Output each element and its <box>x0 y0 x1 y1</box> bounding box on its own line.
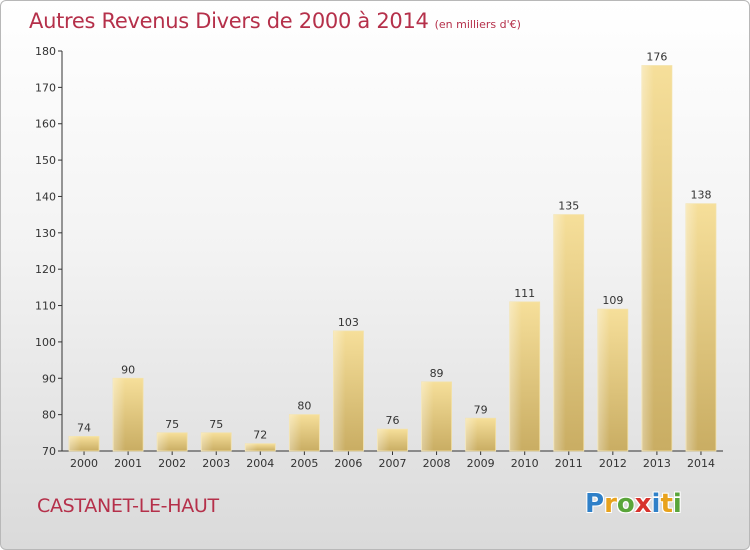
y-tick-label: 80 <box>42 409 56 422</box>
x-tick-label: 2008 <box>423 457 451 470</box>
x-tick-label: 2007 <box>379 457 407 470</box>
logo-letter: i <box>672 489 682 519</box>
data-label: 176 <box>646 51 667 64</box>
y-tick-label: 110 <box>35 300 56 313</box>
y-tick-label: 170 <box>35 81 56 94</box>
data-label: 76 <box>386 414 400 427</box>
x-axis: 2000 2001 2002 2003 2004 2005 2006 2007 2008 2009… <box>62 450 723 470</box>
data-label: 111 <box>514 287 535 300</box>
x-tick-label: 2000 <box>70 457 98 470</box>
x-tick-label: 2002 <box>158 457 186 470</box>
bar-highlight <box>509 301 522 451</box>
x-tick-label: 2009 <box>467 457 495 470</box>
proxiti-logo[interactable]: Proxiti <box>585 489 682 519</box>
data-label: 75 <box>209 418 223 431</box>
data-label: 89 <box>430 367 444 380</box>
y-tick-label: 140 <box>35 190 56 203</box>
bar-highlight <box>69 436 82 451</box>
title-row: Autres Revenus Divers de 2000 à 2014 (en … <box>29 9 521 33</box>
y-tick-label: 130 <box>35 227 56 240</box>
logo-letter: i <box>651 489 661 519</box>
y-tick-label: 100 <box>35 336 56 349</box>
bar-highlight <box>553 214 566 451</box>
x-tick-label: 2013 <box>643 457 671 470</box>
y-axis: 70 80 90 100 110 120 130 140 150 160 170 180 <box>35 45 63 458</box>
y-tick-label: 120 <box>35 263 56 276</box>
x-tick-label: 2001 <box>114 457 142 470</box>
logo-letter: r <box>604 489 617 519</box>
x-tick-label: 2010 <box>511 457 539 470</box>
bar-highlight <box>113 378 126 451</box>
data-label: 103 <box>338 316 359 329</box>
x-tick-label: 2003 <box>202 457 230 470</box>
y-tick-label: 150 <box>35 154 56 167</box>
bar-highlight <box>421 381 434 451</box>
chart-title: Autres Revenus Divers de 2000 à 2014 <box>29 9 429 33</box>
data-label: 79 <box>474 403 488 416</box>
logo-letter: P <box>585 489 605 519</box>
data-label: 90 <box>121 363 135 376</box>
data-label: 75 <box>165 418 179 431</box>
bar-highlight <box>465 418 478 451</box>
data-label: 135 <box>558 200 579 213</box>
bar-highlight <box>289 414 302 451</box>
logo-letter: x <box>634 489 652 519</box>
bar-highlight <box>245 443 258 451</box>
x-tick-label: 2014 <box>687 457 715 470</box>
x-tick-label: 2005 <box>290 457 318 470</box>
data-label: 109 <box>602 294 623 307</box>
y-tick-label: 160 <box>35 118 56 131</box>
y-tick-label: 70 <box>42 445 56 458</box>
data-labels: 74 90 75 75 72 80 103 76 89 79 111 135 109 176 138 <box>77 51 711 442</box>
commune-name: CASTANET-LE-HAUT <box>37 495 219 517</box>
x-tick-label: 2004 <box>246 457 274 470</box>
data-label: 72 <box>253 429 267 442</box>
x-tick-label: 2011 <box>555 457 583 470</box>
bar-highlight <box>377 429 390 451</box>
data-label: 80 <box>297 400 311 413</box>
y-tick-label: 90 <box>42 372 56 385</box>
x-tick-label: 2012 <box>599 457 627 470</box>
bar-highlight <box>597 309 610 451</box>
bars <box>68 65 717 452</box>
y-tick-label: 180 <box>35 45 56 58</box>
bar-highlight <box>157 432 170 451</box>
bar-highlight <box>201 432 214 451</box>
data-label: 138 <box>690 189 711 202</box>
bar-highlight <box>685 203 698 451</box>
chart-unit: (en milliers d'€) <box>434 18 521 31</box>
data-label: 74 <box>77 421 91 434</box>
bar-highlight <box>333 331 346 451</box>
bar-highlight <box>641 65 654 451</box>
logo-letter: t <box>660 489 673 519</box>
x-tick-label: 2006 <box>334 457 362 470</box>
logo-letter: o <box>616 489 635 519</box>
